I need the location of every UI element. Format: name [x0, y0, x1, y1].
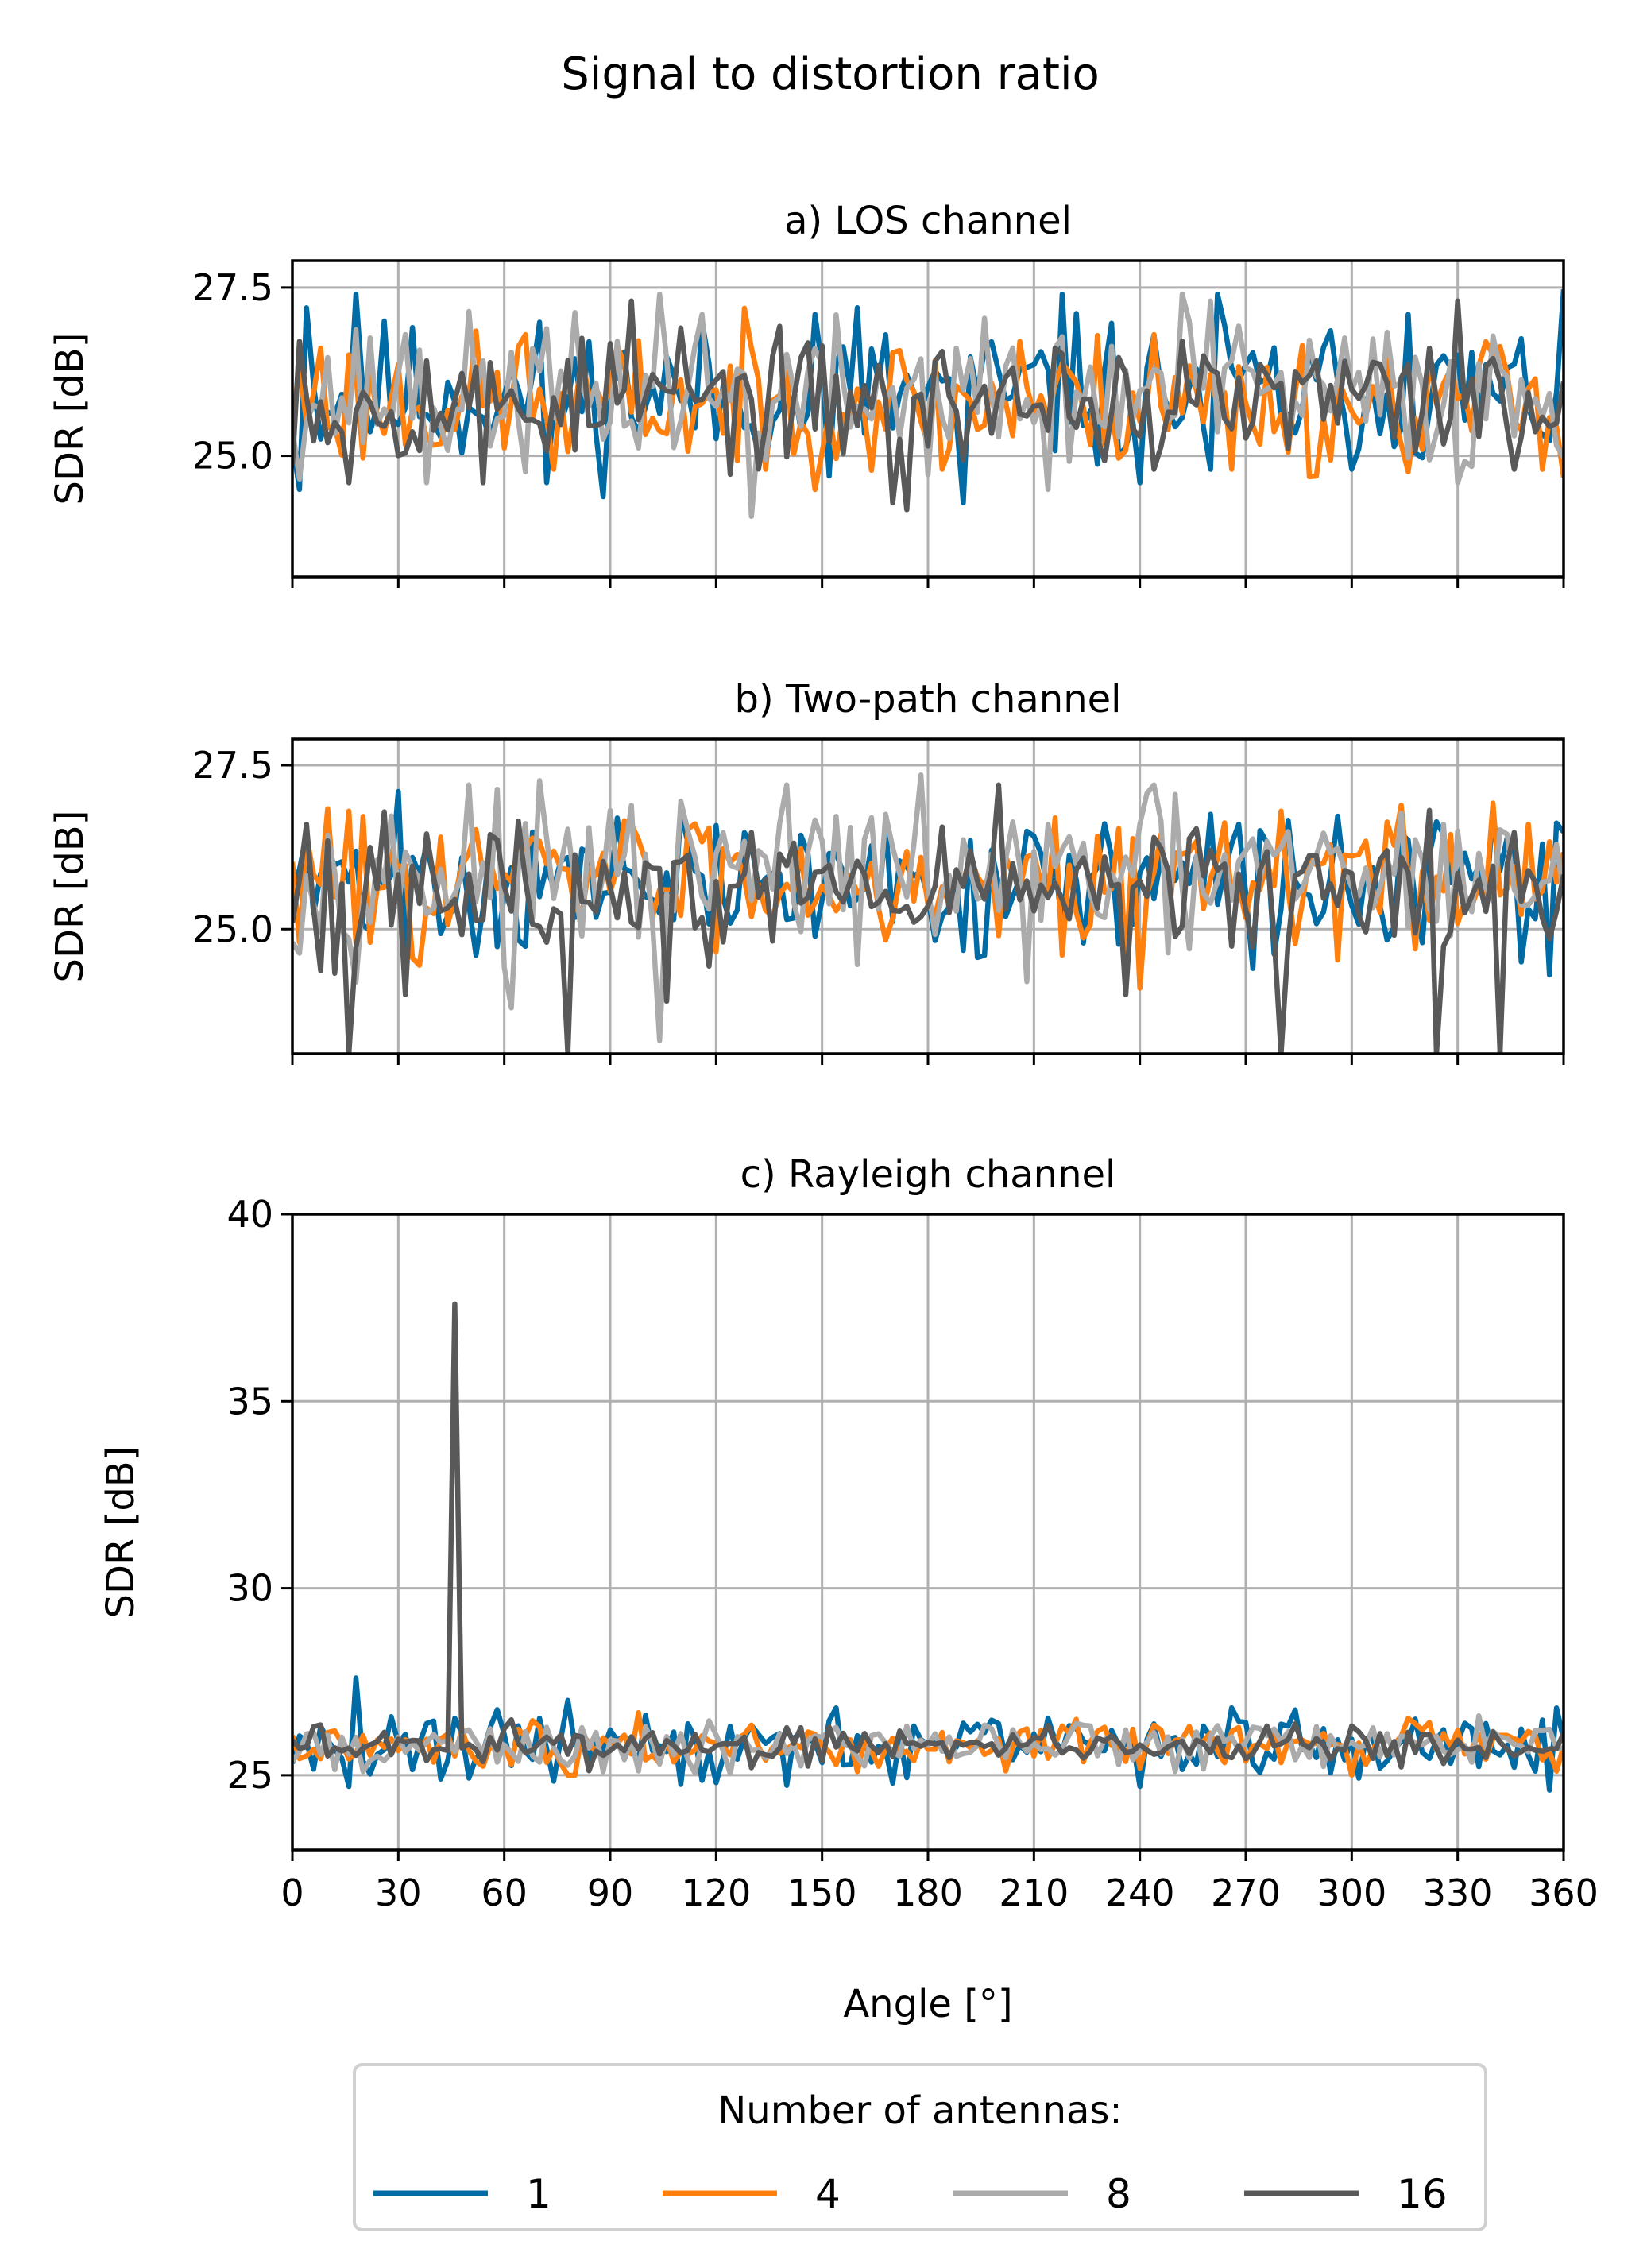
- y-tick-label: 27.5: [192, 744, 273, 787]
- x-tick-label: 150: [787, 1871, 857, 1914]
- legend-label-8: 8: [1106, 2171, 1131, 2217]
- series-line-16: [292, 1301, 1564, 1774]
- x-axis-label: Angle [°]: [843, 1982, 1012, 2026]
- x-tick-label: 300: [1317, 1871, 1386, 1914]
- panel-los: 25.0 27.5 a) LOS channel SDR [dB]: [48, 199, 1565, 588]
- y-axis-label: SDR [dB]: [48, 333, 92, 505]
- panel-title: c) Rayleigh channel: [740, 1152, 1116, 1197]
- panel-title: a) LOS channel: [784, 199, 1072, 243]
- y-tick-label: 25.0: [192, 908, 273, 950]
- legend-frame: [353, 2063, 1487, 2231]
- x-tick-label: 360: [1529, 1871, 1599, 1914]
- legend-items: 1 4 8 16: [373, 2171, 1448, 2217]
- legend: Number of antennas: 1 4 8 16: [353, 2063, 1487, 2231]
- series-line-16: [292, 298, 1564, 513]
- y-axis-label: SDR [dB]: [99, 1446, 143, 1619]
- plot-frame: [291, 259, 1565, 579]
- x-tick-label: 240: [1105, 1871, 1175, 1914]
- y-tick-label: 27.5: [192, 266, 273, 309]
- y-axis-label: SDR [dB]: [48, 811, 92, 983]
- legend-label-1: 1: [526, 2171, 551, 2217]
- y-tick-label: 35: [226, 1380, 273, 1422]
- x-tick-labels: 0 30 60 90 120 150 180 210 240 270 300 330 360: [280, 1871, 1599, 1914]
- x-tick-label: 330: [1423, 1871, 1493, 1914]
- plot-frame: [291, 1213, 1565, 1852]
- x-tick-label: 0: [280, 1871, 304, 1914]
- figure-title: Signal to distortion ratio: [561, 48, 1100, 100]
- panel-two-path: 25.0 27.5 b) Two-path channel SDR [dB]: [48, 677, 1565, 1065]
- legend-label-4: 4: [815, 2171, 841, 2217]
- y-tick-label: 40: [226, 1193, 273, 1236]
- y-tick-label: 25.0: [192, 435, 273, 478]
- x-tick-label: 180: [893, 1871, 963, 1914]
- x-tick-label: 210: [999, 1871, 1069, 1914]
- series-line-16: [292, 782, 1564, 1054]
- x-tick-label: 60: [481, 1871, 528, 1914]
- plot-frame: [291, 737, 1565, 1055]
- legend-label-16: 16: [1397, 2171, 1448, 2217]
- x-tick-label: 90: [587, 1871, 634, 1914]
- x-tick-label: 120: [681, 1871, 751, 1914]
- panel-rayleigh: 25 30 35 40 c) Rayleigh channel SDR [dB]: [99, 1152, 1565, 1861]
- y-tick-label: 25: [226, 1754, 273, 1797]
- legend-title: Number of antennas:: [717, 2088, 1122, 2133]
- x-tick-label: 30: [375, 1871, 422, 1914]
- y-tick-label: 30: [226, 1567, 273, 1610]
- x-tick-label: 270: [1211, 1871, 1281, 1914]
- panel-title: b) Two-path channel: [735, 677, 1122, 722]
